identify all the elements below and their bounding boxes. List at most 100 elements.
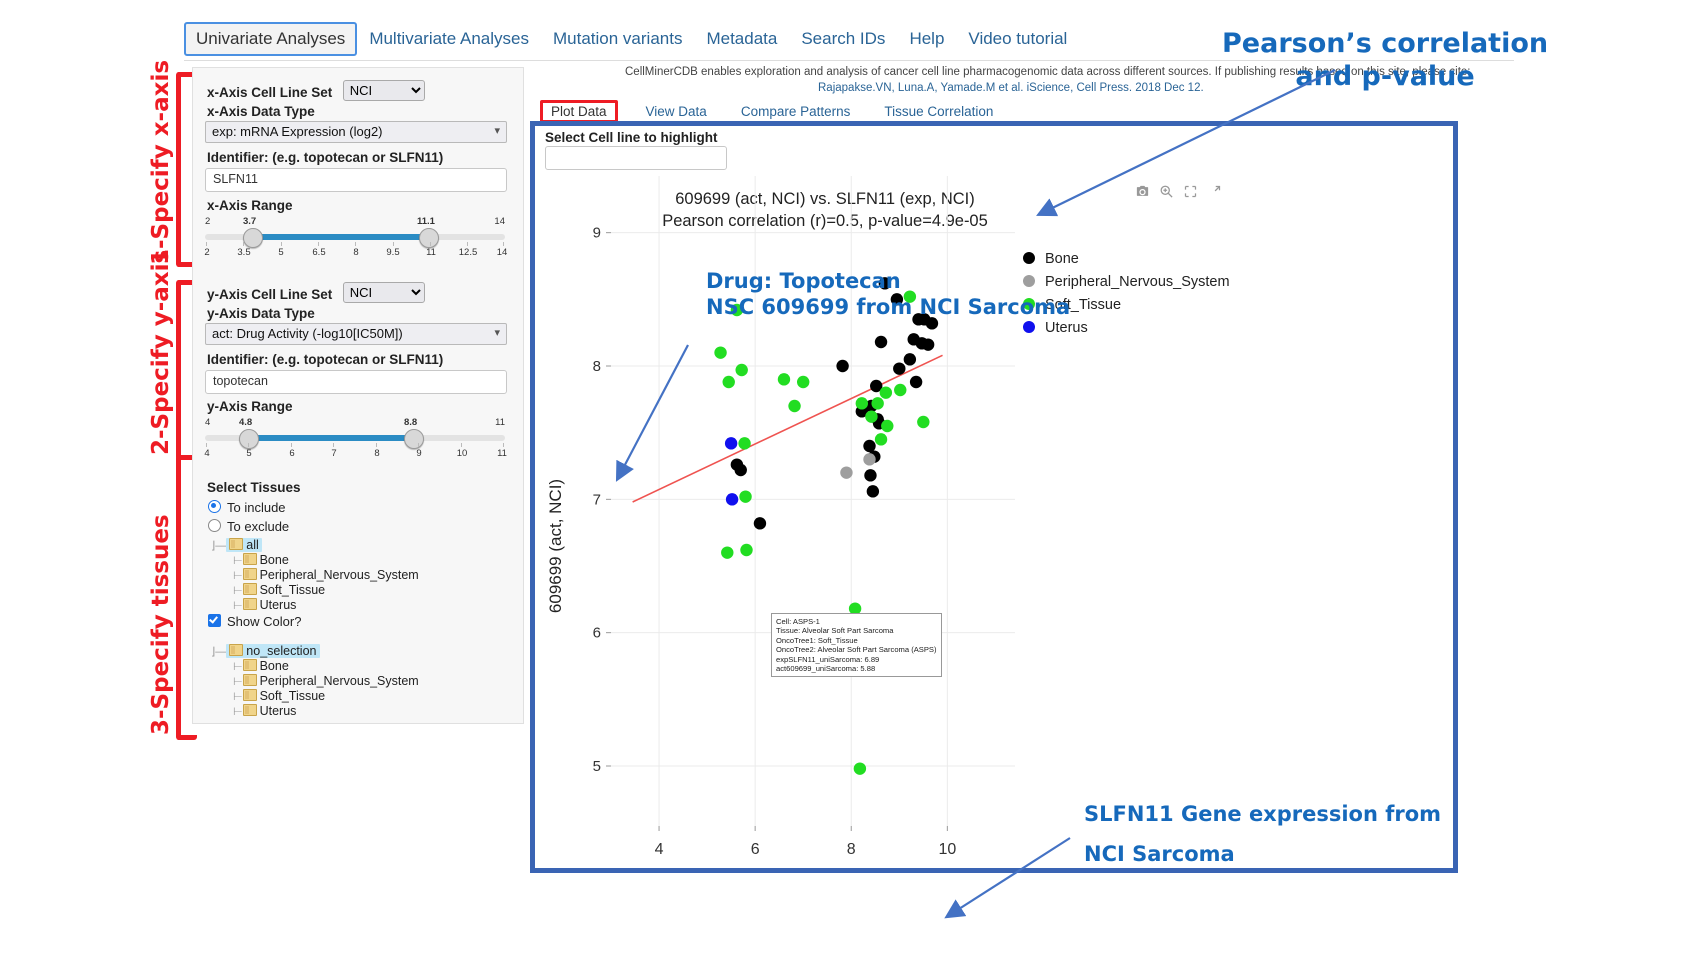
scatter-point-bone[interactable] [874,335,888,349]
nav-tab-video-tutorial[interactable]: Video tutorial [968,29,1068,48]
y-axis-datatype-select[interactable]: act: Drug Activity (-log10[IC50M]) ▾ [205,323,507,345]
scatter-point-bone[interactable] [734,463,747,477]
legend-item-uterus[interactable]: Uterus [1023,317,1230,340]
x-axis-cellline-select[interactable]: NCI [342,80,425,101]
scatter-point-bone[interactable] [921,338,935,351]
scatter-point-bone[interactable] [878,277,892,290]
plot-subtabs[interactable]: Plot Data View Data Compare Patterns Tis… [540,100,1021,123]
tree2-item-bone[interactable]: ⊢ Bone [233,659,289,673]
nav-tab-univariate-analyses[interactable]: Univariate Analyses [184,22,358,56]
site-citation-link[interactable]: Rajapakse.VN, Luna.A, Yamade.M et al. iS… [818,82,1204,94]
legend-item-bone[interactable]: Bone [1023,248,1230,271]
nav-tab-metadata[interactable]: Metadata [706,29,778,48]
x-slider-knob-low[interactable] [243,228,263,248]
scatter-point-soft_tissue[interactable] [796,375,810,389]
x-axis-range-slider[interactable]: 2 14 3.7 11.1 2 3.5 5 6.5 8 9.5 11 12.5 … [204,216,507,260]
scatter-point-soft_tissue[interactable] [721,546,734,559]
subtab-tissue-correlation[interactable]: Tissue Correlation [884,104,994,119]
scatter-point-soft_tissue[interactable] [874,433,888,446]
radio-include-icon[interactable] [208,500,221,513]
x-axis-datatype-select[interactable]: exp: mRNA Expression (log2) ▾ [205,121,507,143]
scatter-point-soft_tissue[interactable] [853,762,867,775]
scatter-point-soft_tissue[interactable] [917,415,930,429]
scatter-point-uterus[interactable] [724,437,738,450]
tissue-tree-color[interactable]: ⌋— no_selection ⊢ Bone ⊢ Peripheral_Nervous… [211,644,419,719]
scatter-point-soft_tissue[interactable] [735,363,748,377]
x-slider-value-low: 3.7 [243,216,257,227]
x-axis-identifier-input[interactable]: SLFN11 [205,168,507,192]
scatter-point-soft_tissue[interactable] [855,397,869,410]
y-axis-range-slider[interactable]: 4 11 4.8 8.8 4 5 6 7 8 9 10 11 [204,417,507,461]
tree2-item-no-selection[interactable]: ⌋— no_selection [211,644,419,659]
subtab-compare-patterns[interactable]: Compare Patterns [740,104,851,119]
scatter-point-bone[interactable] [836,359,849,373]
y-slider-knob-high[interactable] [404,429,424,449]
tree-item-soft-tissue[interactable]: ⊢ Soft_Tissue [233,583,326,597]
scatter-point-bone[interactable] [870,379,883,393]
scatter-point-bone[interactable] [903,353,917,366]
y-slider-tick-1: 5 [246,448,252,459]
tree-item-all[interactable]: ⌋— all [211,538,419,553]
tree-item-uterus[interactable]: ⊢ Uterus [233,598,297,612]
scatter-point-soft_tissue[interactable] [740,543,753,557]
callout-pearson-line1: Pearson’s correlation [1222,28,1549,59]
nav-tab-search-ids[interactable]: Search IDs [801,29,886,48]
scatter-point-soft_tissue[interactable] [777,373,791,386]
show-color-checkbox[interactable]: Show Color? [208,613,301,631]
scatter-point-soft_tissue[interactable] [894,383,907,397]
legend-item-pns[interactable]: Peripheral_Nervous_System [1023,271,1230,294]
scatter-point-soft_tissue[interactable] [848,602,862,615]
checkbox-icon[interactable] [208,614,221,627]
scatter-point-bone[interactable] [866,485,880,498]
scatter-point-bone[interactable] [890,293,904,306]
scatter-point-bone[interactable] [909,375,923,389]
scatter-point-soft_tissue[interactable] [722,375,735,389]
scatter-point-bone[interactable] [918,313,931,326]
scatter-point-soft_tissue[interactable] [879,386,893,399]
scatter-point-soft_tissue[interactable] [871,397,884,410]
scatter-plot[interactable]: 5678946810SLFN11 (exp, NCI)609699 (act, … [535,126,1453,868]
tree-expander-icon[interactable]: ⌋— [211,540,227,552]
plot-legend[interactable]: Bone Peripheral_Nervous_System Soft_Tiss… [1023,248,1230,340]
scatter-point-soft_tissue[interactable] [788,399,801,413]
main-nav[interactable]: Univariate Analyses Multivariate Analyse… [184,22,1514,61]
y-axis-datatype-value: act: Drug Activity (-log10[IC50M]) [212,326,403,341]
x-slider-knob-high[interactable] [419,228,439,248]
scatter-point-soft_tissue[interactable] [903,290,917,303]
scatter-point-peripheral_nervous_system[interactable] [840,466,853,479]
scatter-point-soft_tissue[interactable] [865,410,878,423]
scatter-point-soft_tissue[interactable] [739,490,752,503]
highlight-cellline-input[interactable] [545,146,727,170]
tree-expander-icon[interactable]: ⌋— [211,646,227,658]
scatter-point-bone[interactable] [864,469,877,482]
y-axis-identifier-input[interactable]: topotecan [205,370,507,394]
scatter-point-bone[interactable] [753,517,767,530]
nav-tab-mutation-variants[interactable]: Mutation variants [553,29,683,48]
scatter-point-bone[interactable] [863,439,876,453]
nav-tab-help[interactable]: Help [909,29,945,48]
tissue-tree-include[interactable]: ⌋— all ⊢ Bone ⊢ Peripheral_Nervous_System ⊢… [211,538,419,613]
radio-include-label: To include [227,500,286,515]
radio-to-include[interactable]: To include [208,499,286,517]
subtab-view-data[interactable]: View Data [645,104,707,119]
radio-exclude-icon[interactable] [208,519,221,532]
tree-item-pns[interactable]: ⊢ Peripheral_Nervous_System [233,568,419,582]
scatter-point-soft_tissue[interactable] [738,437,751,450]
scatter-point-soft_tissue[interactable] [730,303,744,317]
scatter-point-soft_tissue[interactable] [714,346,727,359]
subtab-plot-data[interactable]: Plot Data [540,100,618,123]
y-slider-knob-low[interactable] [239,429,259,449]
nav-tab-multivariate-analyses[interactable]: Multivariate Analyses [369,29,529,48]
scatter-point-peripheral_nervous_system[interactable] [863,453,876,466]
y-axis-range-min: 4 [205,417,211,428]
legend-item-soft-tissue[interactable]: Soft_Tissue [1023,294,1230,317]
y-axis-cellline-select[interactable]: NCI [342,282,425,303]
tree-item-bone[interactable]: ⊢ Bone [233,553,289,567]
scatter-point-soft_tissue[interactable] [881,419,894,433]
scatter-point-uterus[interactable] [725,493,739,506]
radio-to-exclude[interactable]: To exclude [208,518,289,536]
scatter-point-bone[interactable] [893,362,906,375]
tree2-item-uterus[interactable]: ⊢ Uterus [233,704,297,718]
tree2-item-soft-tissue[interactable]: ⊢ Soft_Tissue [233,689,326,703]
tree2-item-pns[interactable]: ⊢ Peripheral_Nervous_System [233,674,419,688]
